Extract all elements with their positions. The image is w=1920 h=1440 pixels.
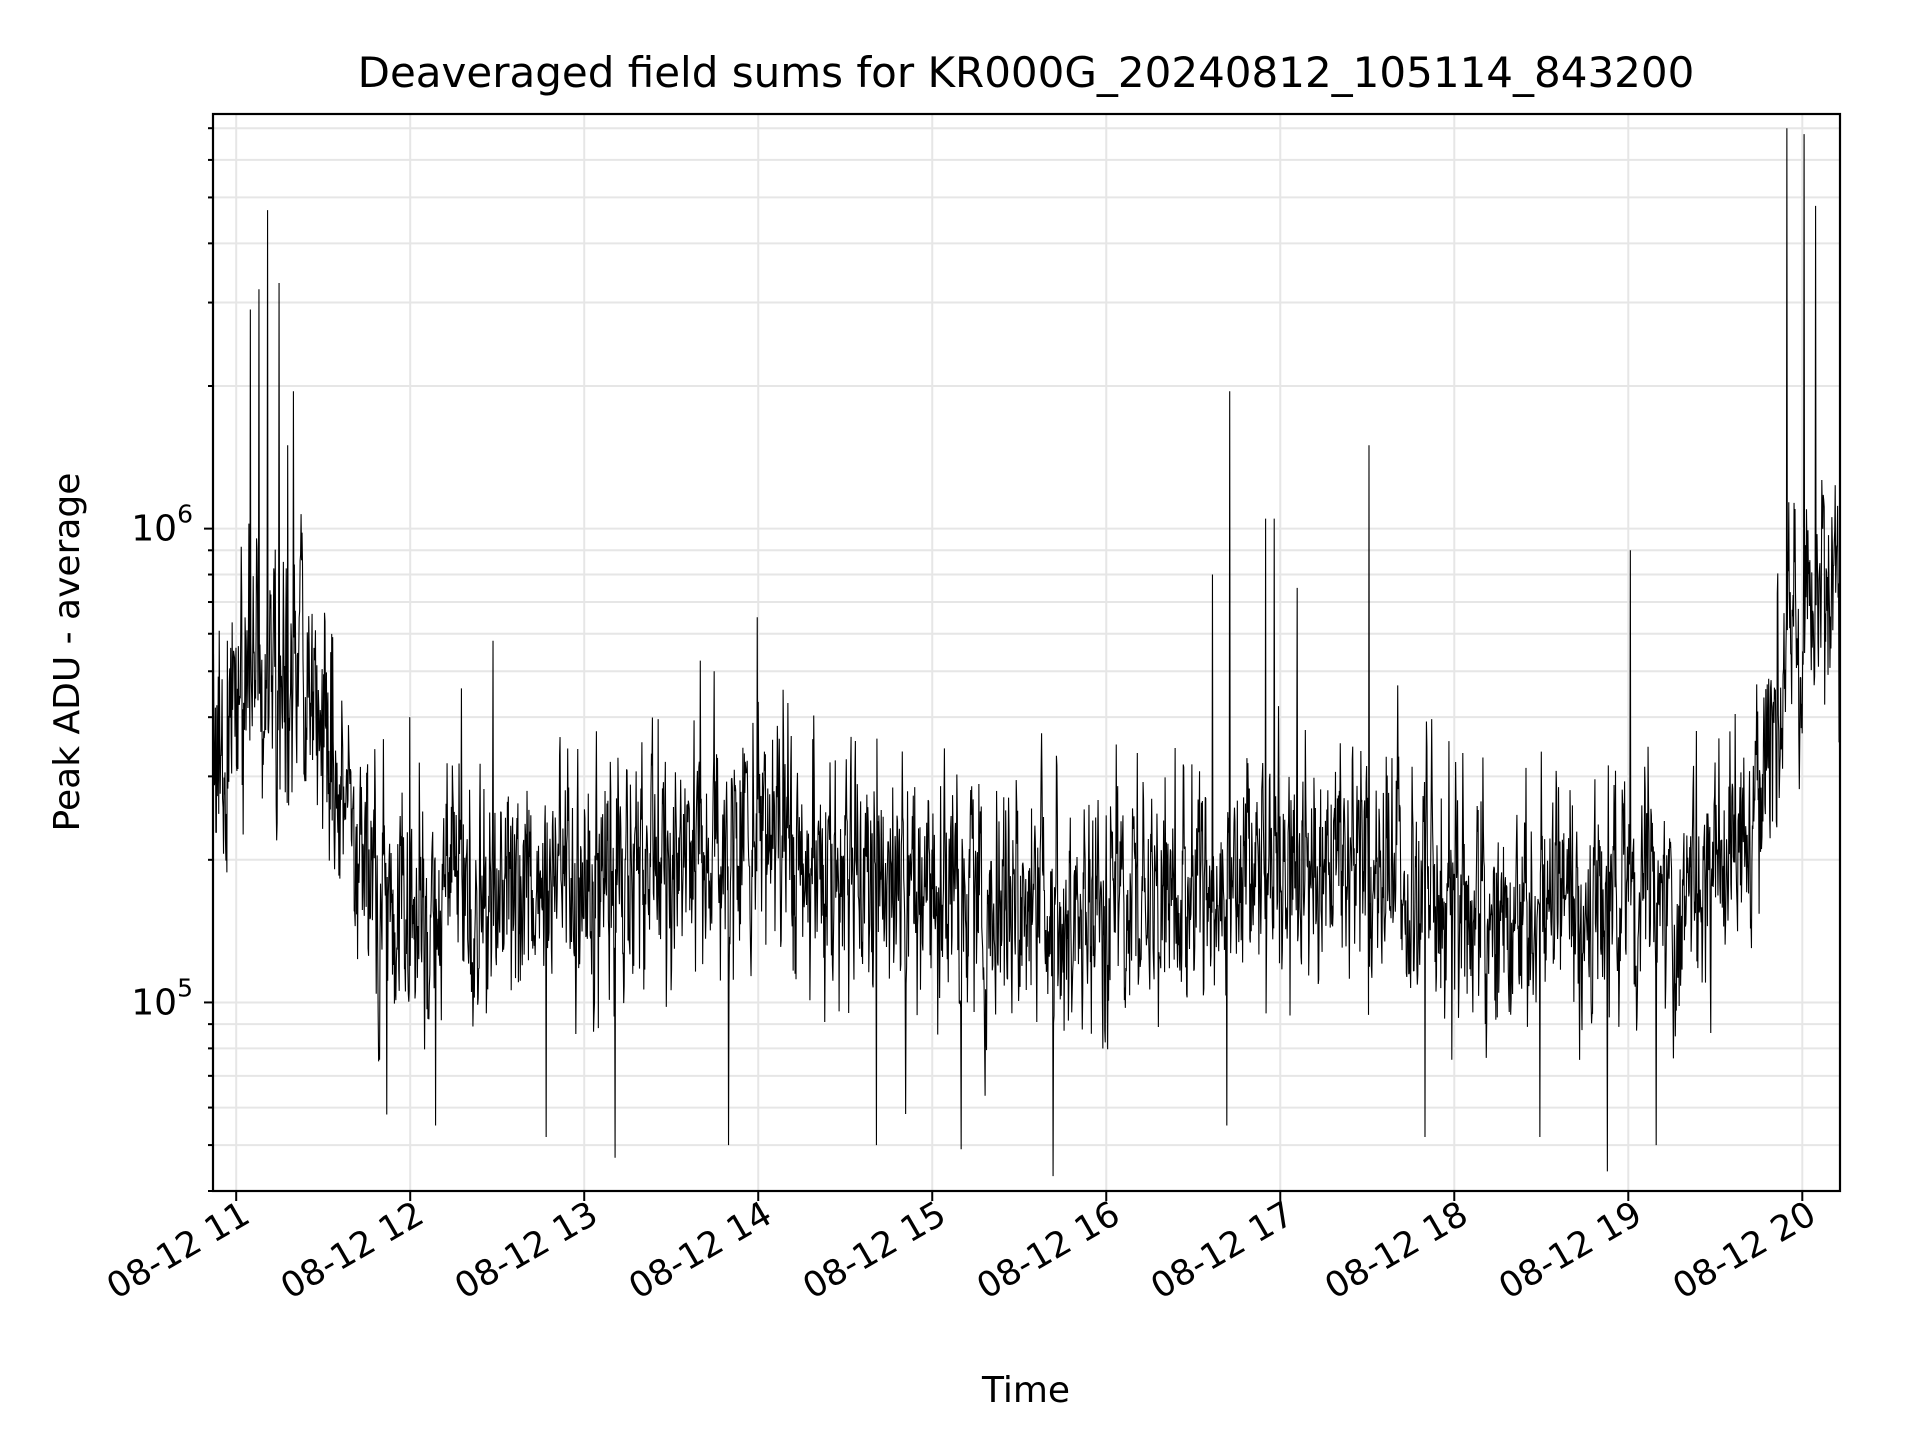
y-tick-label: 106: [131, 500, 193, 550]
plot-frame: [211, 112, 1842, 1193]
series-line: [212, 128, 1841, 1177]
series-layer: [212, 128, 1841, 1177]
grid: [213, 114, 1840, 1192]
y-axis-label: Peak ADU - average: [47, 473, 88, 832]
x-axis-label: Time: [981, 1370, 1070, 1411]
y-axis: 105 106: [131, 127, 213, 1192]
chart-title: Deaveraged field sums for KR000G_2024081…: [358, 48, 1695, 97]
y-tick-label: 105: [131, 973, 193, 1023]
